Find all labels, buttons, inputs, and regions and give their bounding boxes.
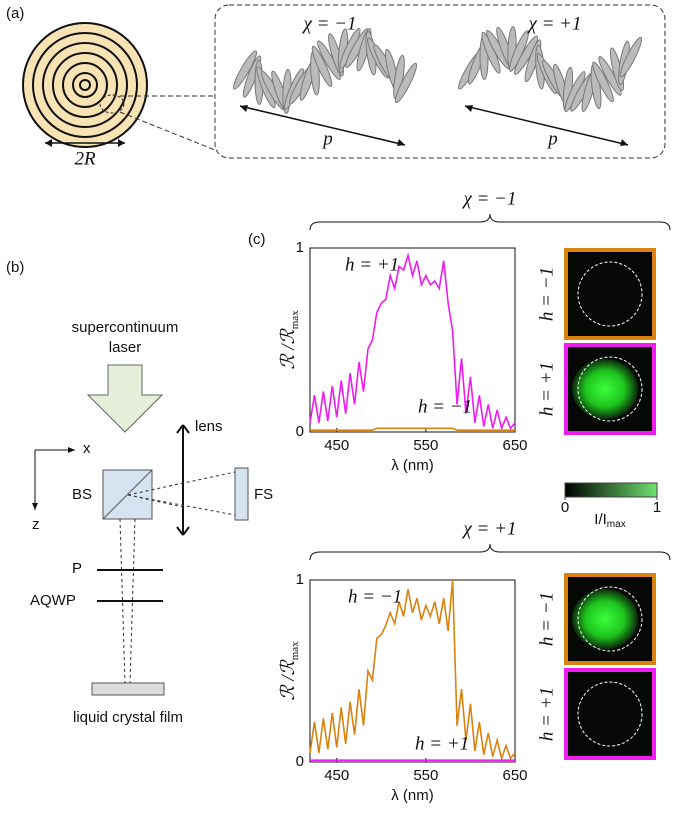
film-label: liquid crystal film <box>73 709 183 726</box>
colorbar-group: 0 1 I/Imax <box>561 497 661 530</box>
pitch-arrow <box>465 106 628 145</box>
image-frame <box>566 250 654 338</box>
panel-label: (a) <box>6 5 24 22</box>
y-tick-label: 1 <box>296 571 304 588</box>
rings <box>23 23 147 147</box>
radius-label: 2R <box>74 148 96 169</box>
bs-label: BS <box>72 486 92 503</box>
p-label: P <box>72 560 82 577</box>
image-glow <box>572 589 638 649</box>
x-axis-label: λ (nm) <box>391 457 434 474</box>
x-tick-label: 450 <box>324 437 349 454</box>
image-label: h = −1 <box>536 592 557 646</box>
fs-label: FS <box>254 486 273 503</box>
y-tick-label: 0 <box>296 753 304 770</box>
chart-title: χ = +1 <box>461 518 516 539</box>
brace <box>310 544 670 560</box>
image-glow <box>572 359 638 419</box>
colorbar-tick-label: 1 <box>653 499 661 516</box>
axis-label: z <box>32 516 40 533</box>
plot-frame <box>310 580 515 762</box>
chart-title: χ = −1 <box>461 188 516 209</box>
series-line <box>310 428 515 430</box>
lens <box>177 425 189 535</box>
pitch-label: p <box>546 128 558 149</box>
image-label: h = +1 <box>536 362 557 416</box>
series-label: h = −1 <box>418 396 472 417</box>
helix-label: χ = −1 <box>301 13 356 34</box>
series-label: h = +1 <box>345 254 399 275</box>
arrow-heads <box>32 447 75 510</box>
x-tick-label: 550 <box>413 767 438 784</box>
source-label: supercontinuum <box>72 319 179 336</box>
series-line <box>310 580 515 758</box>
x-axis-label: λ (nm) <box>391 787 434 804</box>
helices <box>231 26 645 114</box>
y-tick-label: 0 <box>296 423 304 440</box>
image-label: h = −1 <box>536 267 557 321</box>
x-tick-label: 450 <box>324 767 349 784</box>
lens-label: lens <box>195 418 223 435</box>
image-label: h = +1 <box>536 687 557 741</box>
y-tick-label: 1 <box>296 239 304 256</box>
panel-label: (c) <box>248 231 266 248</box>
axes-icon <box>35 450 75 510</box>
x-tick-label: 650 <box>502 437 527 454</box>
laser-arrow <box>88 365 162 432</box>
series-line <box>310 255 515 428</box>
disk <box>23 23 147 147</box>
colorbar-tick-label: 0 <box>561 499 569 516</box>
brace <box>310 214 670 230</box>
y-axis-label: ℛ /ℛmax <box>278 310 300 370</box>
panel-label: (b) <box>6 259 24 276</box>
film <box>92 683 164 695</box>
x-tick-label: 650 <box>502 767 527 784</box>
figure: (a) (b) (c) 2R χ = −1 χ = +1 p p superco… <box>0 0 677 822</box>
pitch-label: p <box>321 128 333 149</box>
colorbar-label: I/Imax <box>594 511 625 530</box>
arrow-heads <box>240 105 628 146</box>
source-label: laser <box>109 339 142 356</box>
image-frame <box>566 670 654 758</box>
screen <box>235 468 248 520</box>
aqwp-label: AQWP <box>30 592 76 609</box>
series-label: h = −1 <box>348 586 402 607</box>
x-tick-label: 550 <box>413 437 438 454</box>
series-label: h = +1 <box>415 733 469 754</box>
colorbar <box>565 483 657 497</box>
y-axis-label: ℛ /ℛmax <box>278 641 300 701</box>
axis-label: x <box>83 440 91 457</box>
helix-label: χ = +1 <box>526 13 581 34</box>
